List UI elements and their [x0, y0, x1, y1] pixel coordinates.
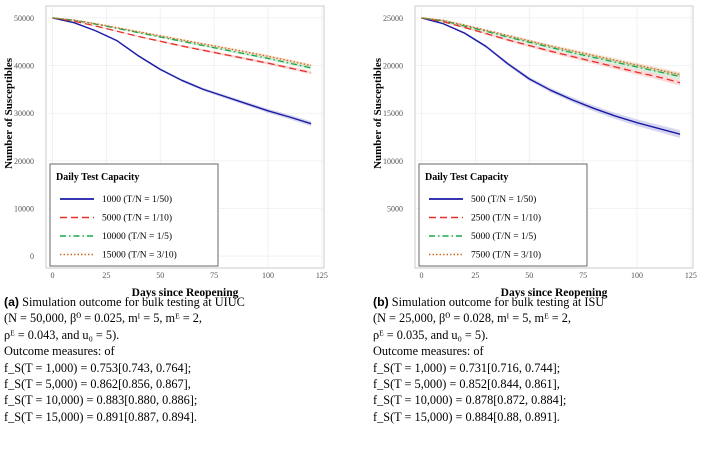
- caption-line: Outcome measures: of: [373, 344, 484, 359]
- series-line: [52, 17, 312, 125]
- caption-line: f_S(T = 5,000) = 0.852[0.844, 0.861],: [373, 377, 560, 392]
- x-tick-label: 100: [262, 271, 274, 280]
- caption-tag: (a): [4, 295, 20, 309]
- confidence-band: [421, 17, 681, 80]
- legend-entry: 500 (T/N = 1/50): [471, 194, 536, 205]
- caption-line: f_S(T = 5,000) = 0.862[0.856, 0.867],: [4, 377, 191, 392]
- caption-line: ρᴱ = 0.035, and u₀ = 5).: [373, 327, 489, 342]
- panel-uiuc: 0 10000 20000 30000 40000 50000 0 25 50 75 100 125 D…: [0, 0, 340, 454]
- caption-line: f_S(T = 15,000) = 0.884[0.88, 0.891].: [373, 409, 560, 424]
- x-tick-label: 75: [210, 271, 218, 280]
- caption-line: ρᴱ = 0.043, and u₀ = 5).: [4, 327, 120, 342]
- legend-title: Daily Test Capacity: [425, 172, 508, 183]
- y-tick-label: 25000: [383, 14, 403, 23]
- x-tick-label: 25: [102, 271, 110, 280]
- x-axis-title: Days since Reopening: [501, 287, 608, 299]
- legend-box: [418, 163, 588, 267]
- confidence-band: [421, 17, 681, 139]
- y-tick-label: 5000: [387, 204, 403, 213]
- caption-line: f_S(T = 15,000) = 0.891[0.887, 0.894].: [4, 409, 197, 424]
- caption-title: Simulation outcome for bulk testing at I…: [391, 295, 605, 309]
- caption-line: f_S(T = 10,000) = 0.883[0.880, 0.886];: [4, 393, 198, 408]
- y-axis-title: Number of Susceptibles: [372, 57, 384, 169]
- x-tick-label: 100: [631, 271, 643, 280]
- caption-title: Simulation outcome for bulk testing at U…: [22, 295, 245, 309]
- series-line: [421, 17, 681, 76]
- caption-line: Outcome measures: of: [4, 344, 115, 359]
- y-tick-label: 20000: [14, 157, 34, 166]
- y-tick-label: 20000: [383, 62, 403, 71]
- caption-isu: (b) Simulation outcome for bulk testing …: [373, 294, 703, 425]
- x-tick-label: 50: [525, 271, 533, 280]
- caption-uiuc: (a) Simulation outcome for bulk testing …: [4, 294, 334, 425]
- y-tick-label: 30000: [14, 109, 34, 118]
- x-tick-label: 0: [419, 271, 423, 280]
- chart-isu: 5000 10000 15000 20000 25000 0 25 50 75 100 125 Day…: [372, 5, 697, 299]
- legend-entry: 7500 (T/N = 3/10): [471, 250, 541, 261]
- series-line: [421, 17, 681, 78]
- y-tick-label: 50000: [14, 14, 34, 23]
- series-line: [52, 17, 312, 69]
- caption-line: f_S(T = 1,000) = 0.753[0.743, 0.764];: [4, 360, 192, 375]
- panel-isu: 5000 10000 15000 20000 25000 0 25 50 75 100 125 Day…: [369, 0, 709, 454]
- x-tick-label: 125: [316, 271, 328, 280]
- legend-entry: 2500 (T/N = 1/10): [471, 213, 541, 224]
- legend-entry: 15000 (T/N = 3/10): [102, 250, 177, 261]
- caption-tag: (b): [373, 295, 389, 309]
- x-tick-label: 50: [156, 271, 164, 280]
- caption-line: (a) Simulation outcome for bulk testing …: [4, 294, 334, 310]
- legend-title: Daily Test Capacity: [56, 172, 139, 183]
- y-axis-title: Number of Susceptibles: [3, 57, 15, 169]
- y-tick-label: 10000: [14, 204, 34, 213]
- caption-line: (N = 50,000, β⁰ = 0.025, mᴵ = 5, mᴱ = 2,: [4, 311, 202, 326]
- legend-entry: 5000 (T/N = 1/10): [102, 213, 172, 224]
- legend-entry: 10000 (T/N = 1/5): [102, 231, 172, 242]
- caption-line: f_S(T = 1,000) = 0.731[0.716, 0.744];: [373, 360, 561, 375]
- caption-line: f_S(T = 10,000) = 0.878[0.872, 0.884];: [373, 393, 567, 408]
- caption-line: (b) Simulation outcome for bulk testing …: [373, 294, 703, 310]
- x-tick-label: 25: [471, 271, 479, 280]
- y-tick-label: 40000: [14, 62, 34, 71]
- caption-line: (N = 25,000, β⁰ = 0.028, mᴵ = 5, mᴱ = 2,: [373, 311, 571, 326]
- x-axis-title: Days since Reopening: [132, 287, 239, 299]
- series-line: [421, 17, 681, 84]
- y-tick-label: 15000: [383, 109, 403, 118]
- y-tick-label: 10000: [383, 157, 403, 166]
- chart-uiuc: 0 10000 20000 30000 40000 50000 0 25 50 75 100 125 D…: [3, 5, 328, 299]
- legend: Daily Test Capacity 500 (T/N = 1/50) 2500 …: [418, 163, 588, 267]
- series-line: [52, 17, 312, 74]
- x-tick-label: 75: [579, 271, 587, 280]
- legend: Daily Test Capacity 1000 (T/N = 1/50) 5000…: [49, 163, 219, 267]
- legend-box: [49, 163, 219, 267]
- legend-entry: 1000 (T/N = 1/50): [102, 194, 172, 205]
- x-tick-label: 0: [50, 271, 54, 280]
- series-line: [421, 17, 681, 135]
- legend-entry: 5000 (T/N = 1/5): [471, 231, 536, 242]
- x-tick-label: 125: [685, 271, 697, 280]
- y-tick-label: 0: [30, 252, 34, 261]
